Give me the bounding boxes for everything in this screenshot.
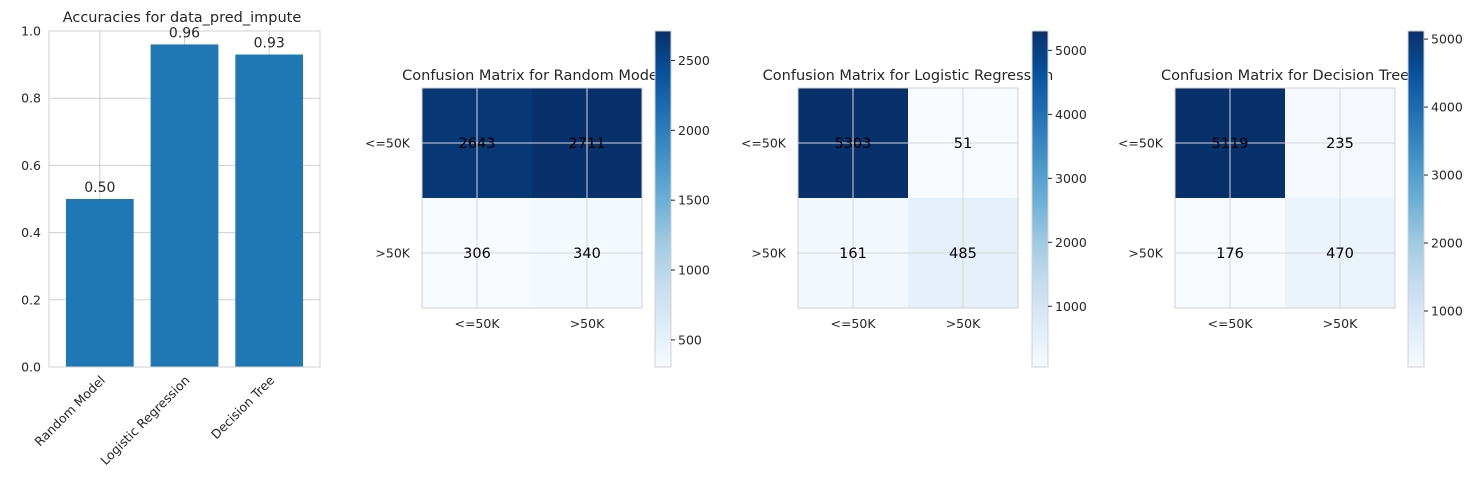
cm-col-label: <=50K [454,316,500,331]
bar-chart-title: Accuracies for data_pred_impute [63,10,302,26]
cm-col-label: >50K [946,316,981,331]
cm-dtree-title: Confusion Matrix for Decision Tree [1161,68,1409,84]
bar-y-tick-label: 0.2 [21,292,41,307]
colorbar-tick-label: 4000 [1431,100,1463,115]
colorbar-tick-label: 2000 [1431,236,1463,251]
bar-value-labels: 0.50 0.96 0.93 [84,25,285,196]
cm-cell-value: 235 [1326,136,1354,152]
cm-logreg-colorbar-ticks: 1000 2000 3000 4000 5000 [1048,43,1087,314]
cm-row-label: <=50K [365,136,411,151]
cm-random-frame [421,87,643,309]
cm-random-title: Confusion Matrix for Random Model [402,68,662,84]
cm-random-gridlines [422,88,642,308]
cm-cell-value: 485 [949,246,977,262]
cm-cell-value: 340 [573,246,601,262]
cm-col-label: >50K [1323,316,1358,331]
bar-y-tick-label: 0.4 [21,225,41,240]
cm-random-cell-labels: 2643 2711 306 340 [459,136,606,262]
bar-x-tick-label: Logistic Regression [97,373,192,468]
bar-y-tick-label: 0.6 [21,158,41,173]
bar-y-tick-label: 1.0 [21,24,41,39]
confusion-matrix-random-model: 2643 2711 306 340 <=50K <=50K >50K >50K Confus… [365,30,710,368]
cm-col-label: >50K [570,316,605,331]
cm-dtree-colorbar-ticks: 1000 2000 3000 4000 5000 [1424,32,1463,318]
colorbar-tick-label: 4000 [1055,107,1087,122]
colorbar-tick-label: 1000 [1431,303,1463,318]
cm-dtree-cell-labels: 5119 235 176 470 [1212,136,1354,262]
cm-logreg-frame [797,87,1019,309]
accuracy-bar-chart: 0.0 0.2 0.4 0.6 0.8 1.0 Random ModelLogistic … [21,10,321,468]
bar [65,199,134,367]
colorbar-tick-label: 5000 [1431,32,1463,47]
cm-dtree-colorbar [1407,30,1425,368]
cm-row-label: >50K [751,246,786,261]
cm-dtree-cells [1175,88,1395,308]
bar-x-tick-label: Decision Tree [208,372,278,442]
cm-cell-value: 176 [1216,246,1244,262]
cm-dtree-frame [1174,87,1396,309]
cm-dtree-gridlines [1175,88,1395,308]
cm-cell-value: 2711 [569,136,606,152]
colorbar-tick-label: 1000 [678,263,710,278]
cm-cell-value: 5119 [1212,136,1249,152]
cm-random-colorbar-ticks: 500 1000 1500 2000 2500 [671,53,710,347]
cm-logreg-colorbar [1031,30,1049,368]
cm-row-label: >50K [375,246,410,261]
cm-row-label: <=50K [1118,136,1164,151]
cm-cell-value: 470 [1326,246,1354,262]
cm-random-cells [422,88,642,308]
cm-cell-value: 5303 [835,136,872,152]
bar [235,54,304,368]
cm-cell-value: 306 [463,246,491,262]
bar-y-tick-label: 0.0 [21,360,41,375]
colorbar-tick-label: 2000 [678,123,710,138]
colorbar-tick-label: 1500 [678,193,710,208]
cm-dtree-ticks: <=50K <=50K >50K >50K [1118,136,1358,332]
colorbar-tick-label: 2500 [678,53,710,68]
bar [150,44,219,367]
cm-cell-value: 51 [954,136,972,152]
cm-random-colorbar [654,30,672,368]
confusion-matrix-decision-tree: 5119 235 176 470 <=50K <=50K >50K >50K Confusi… [1118,30,1463,368]
cm-row-label: <=50K [741,136,787,151]
colorbar-tick-label: 2000 [1055,235,1087,250]
cm-cell-value: 161 [839,246,867,262]
colorbar-tick-label: 500 [678,332,702,347]
cm-row-label: >50K [1128,246,1163,261]
bar-plot-frame [48,30,321,368]
cm-col-label: <=50K [1207,316,1253,331]
bar-series [65,44,304,368]
cm-logreg-gridlines [798,88,1018,308]
cm-logreg-title: Confusion Matrix for Logistic Regression [763,68,1054,84]
bar-y-ticks: 0.0 0.2 0.4 0.6 0.8 1.0 [21,24,41,375]
bar-x-tick-label: Random Model [31,373,108,450]
cm-cell-value: 2643 [459,136,496,152]
bar-value-label: 0.96 [169,25,200,41]
colorbar-tick-label: 5000 [1055,43,1087,58]
bar-value-label: 0.93 [254,36,285,52]
cm-logreg-cell-labels: 5303 51 161 485 [835,136,977,262]
colorbar-tick-label: 1000 [1055,299,1087,314]
confusion-matrix-logistic-regression: 5303 51 161 485 <=50K <=50K >50K >50K Confusio… [741,30,1087,368]
bar-value-label: 0.50 [84,180,115,196]
cm-col-label: <=50K [830,316,876,331]
colorbar-tick-label: 3000 [1055,171,1087,186]
bar-y-tick-label: 0.8 [21,91,41,106]
cm-logreg-ticks: <=50K <=50K >50K >50K [741,136,981,332]
colorbar-tick-label: 3000 [1431,168,1463,183]
cm-logreg-cells [798,88,1018,308]
cm-random-ticks: <=50K <=50K >50K >50K [365,136,605,332]
